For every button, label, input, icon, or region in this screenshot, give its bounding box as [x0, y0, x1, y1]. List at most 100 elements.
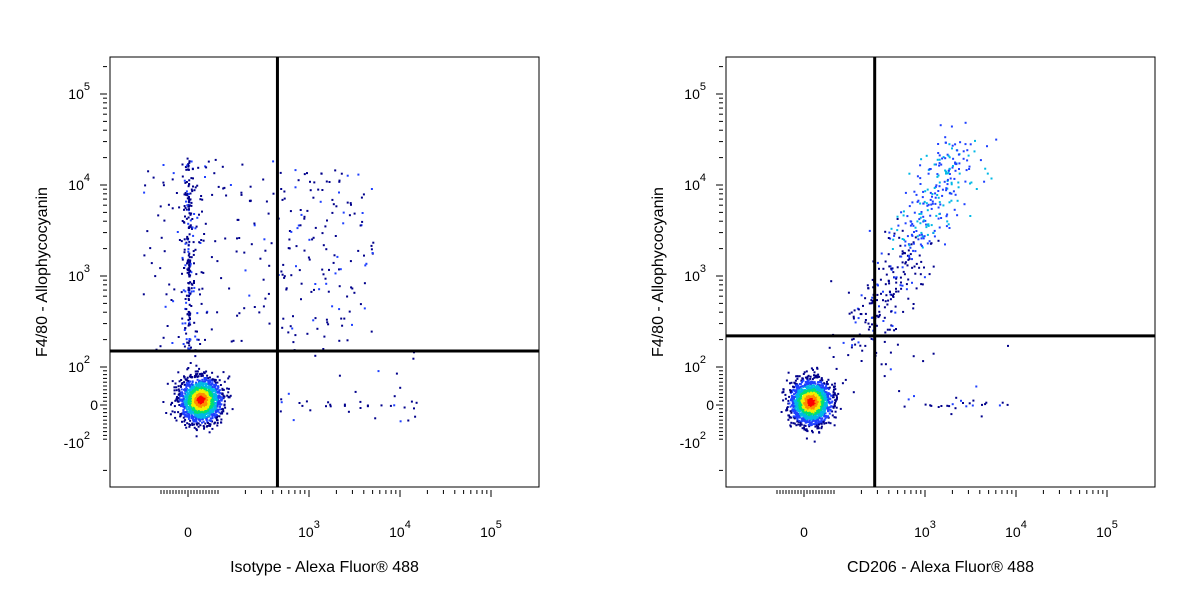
- event-dot: [214, 407, 217, 410]
- event-dot: [918, 254, 921, 257]
- event-dot: [828, 386, 831, 389]
- event-dot: [187, 324, 190, 327]
- event-dot: [805, 437, 808, 440]
- event-dot: [350, 286, 353, 289]
- event-dot: [929, 198, 932, 201]
- event-dot: [814, 414, 816, 417]
- event-dot: [202, 407, 205, 410]
- event-dot: [203, 388, 206, 391]
- event-dot: [206, 406, 209, 409]
- event-dot: [920, 233, 923, 236]
- event-dot: [190, 256, 193, 259]
- event-dot: [189, 318, 191, 321]
- event-dot: [178, 239, 181, 241]
- event-dot: [895, 290, 898, 293]
- event-dot: [937, 406, 940, 408]
- event-dot: [205, 416, 208, 418]
- event-dot: [801, 418, 804, 421]
- event-dot: [830, 401, 833, 404]
- event-dot: [179, 413, 182, 416]
- event-dot: [214, 411, 217, 414]
- event-dot: [185, 200, 187, 203]
- event-dot: [798, 419, 801, 422]
- event-dot: [914, 226, 917, 229]
- event-dot: [819, 398, 822, 401]
- event-dot: [250, 243, 253, 246]
- event-dot: [190, 415, 193, 418]
- event-dot: [184, 424, 187, 426]
- event-dot: [170, 299, 173, 301]
- event-dot: [366, 404, 369, 407]
- event-dot: [919, 243, 922, 246]
- event-dot: [200, 405, 203, 408]
- event-dot: [938, 154, 941, 157]
- event-dot: [804, 407, 807, 410]
- event-dot: [190, 417, 193, 420]
- x-tick-label: 105: [1096, 519, 1118, 540]
- event-dot: [919, 216, 922, 219]
- event-dot: [895, 287, 897, 290]
- event-dot: [218, 391, 220, 394]
- event-dot: [814, 400, 817, 403]
- event-dot: [194, 227, 197, 230]
- event-dot: [804, 412, 807, 415]
- event-dot: [204, 410, 207, 413]
- event-dot: [800, 417, 803, 420]
- event-dot: [222, 187, 225, 190]
- event-dot: [812, 403, 815, 406]
- event-dot: [211, 386, 214, 388]
- event-dot: [281, 198, 284, 201]
- event-dot: [403, 406, 406, 409]
- event-dot: [212, 399, 215, 402]
- event-dot: [219, 408, 222, 411]
- event-dot: [180, 379, 183, 381]
- event-dot: [827, 398, 830, 400]
- event-dot: [199, 293, 201, 296]
- event-dot: [334, 272, 337, 275]
- event-dot: [193, 393, 196, 396]
- event-dot: [197, 403, 200, 406]
- event-dot: [823, 411, 826, 414]
- event-dot: [196, 385, 199, 388]
- event-dot: [186, 271, 189, 274]
- event-dot: [792, 388, 795, 391]
- event-dot: [806, 377, 809, 380]
- event-dot: [802, 408, 805, 411]
- event-dot: [190, 407, 193, 410]
- event-dot: [350, 203, 352, 206]
- event-dot: [200, 393, 203, 396]
- event-dot: [303, 249, 306, 252]
- event-dot: [827, 421, 830, 424]
- event-dot: [412, 357, 415, 360]
- event-dot: [197, 338, 200, 341]
- event-dot: [211, 404, 214, 407]
- event-dot: [178, 380, 181, 383]
- event-dot: [786, 406, 789, 409]
- event-dot: [803, 391, 805, 394]
- event-dot: [937, 152, 940, 154]
- event-dot: [178, 404, 181, 406]
- event-dot: [201, 400, 204, 403]
- event-dot: [811, 382, 814, 385]
- event-dot: [895, 277, 898, 280]
- event-dot: [904, 222, 907, 225]
- event-dot: [947, 169, 950, 172]
- event-dot: [343, 404, 346, 407]
- event-dot: [802, 392, 805, 395]
- event-dot: [209, 396, 212, 399]
- event-dot: [795, 401, 798, 404]
- event-dot: [816, 392, 819, 395]
- event-dot: [326, 321, 329, 324]
- event-dot: [787, 399, 790, 402]
- event-dot: [922, 215, 925, 218]
- event-dot: [187, 248, 190, 251]
- event-dot: [948, 156, 951, 159]
- event-dot: [927, 223, 930, 226]
- event-dot: [925, 154, 928, 157]
- event-dot: [200, 383, 203, 385]
- event-dot: [807, 402, 810, 404]
- event-dot: [852, 391, 855, 394]
- event-dot: [186, 235, 189, 238]
- event-dot: [210, 408, 213, 411]
- event-dot: [307, 256, 310, 259]
